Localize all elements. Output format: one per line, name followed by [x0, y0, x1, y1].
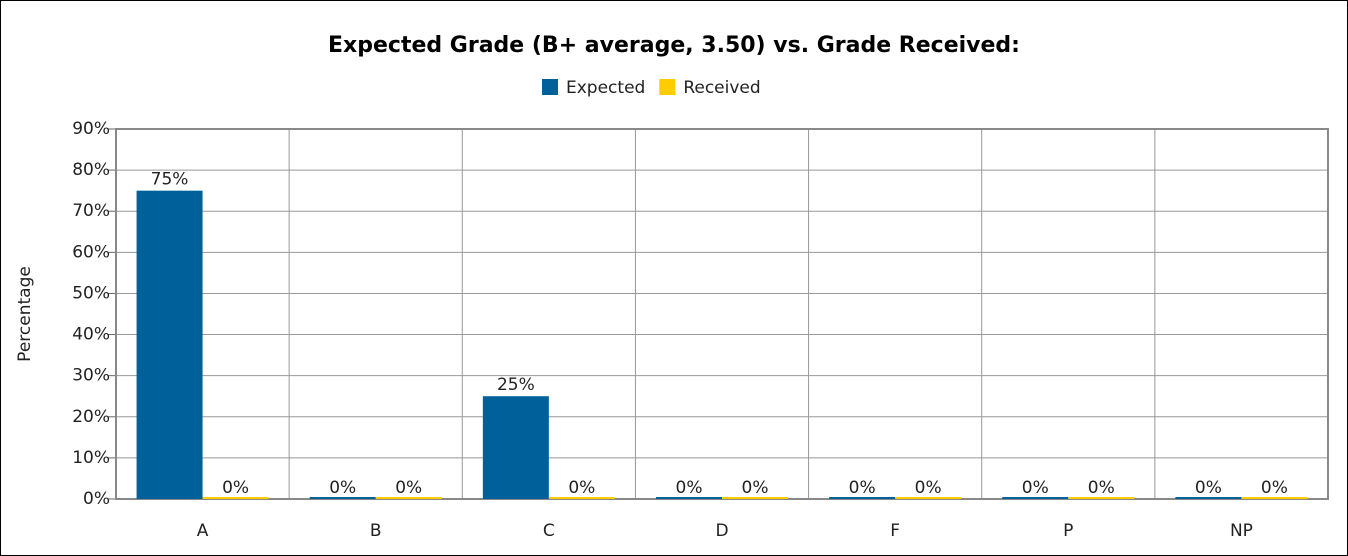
- y-tick-label: 40%: [72, 325, 110, 345]
- legend-label: Expected: [566, 78, 645, 98]
- y-tick-label: 60%: [72, 242, 110, 262]
- data-label: 0%: [1022, 478, 1049, 498]
- data-label: 0%: [676, 478, 703, 498]
- bar: [1002, 497, 1069, 499]
- y-tick-label: 50%: [72, 283, 110, 303]
- bar: [1175, 497, 1242, 499]
- bar: [1241, 497, 1308, 499]
- bar: [202, 497, 269, 499]
- x-tick-label: C: [543, 521, 555, 541]
- data-label: 0%: [849, 478, 876, 498]
- data-label: 0%: [568, 478, 595, 498]
- data-label: 25%: [497, 375, 535, 395]
- data-label: 0%: [742, 478, 769, 498]
- bar: [895, 497, 962, 499]
- legend-swatch: [659, 79, 676, 95]
- bar: [548, 497, 615, 499]
- x-tick-label: B: [370, 521, 382, 541]
- legend-swatch: [542, 79, 558, 95]
- data-label: 0%: [329, 478, 356, 498]
- bar: [482, 396, 549, 499]
- data-label: 0%: [915, 478, 942, 498]
- x-tick-label: F: [890, 521, 900, 541]
- x-tick-label: A: [197, 521, 209, 541]
- data-label: 75%: [151, 170, 189, 190]
- y-tick-label: 90%: [72, 119, 110, 139]
- bar: [375, 497, 442, 499]
- data-label: 0%: [1088, 478, 1115, 498]
- bar: [656, 497, 722, 499]
- bar: [1068, 497, 1135, 499]
- data-label: 0%: [1261, 478, 1288, 498]
- y-tick-label: 20%: [72, 407, 110, 427]
- y-tick-label: 30%: [72, 366, 110, 386]
- x-tick-label: D: [715, 521, 728, 541]
- x-tick-label: P: [1063, 521, 1073, 541]
- bar: [136, 190, 203, 499]
- data-label: 0%: [1195, 478, 1222, 498]
- data-label: 0%: [222, 478, 249, 498]
- bar: [829, 497, 896, 499]
- bar: [722, 497, 788, 499]
- chart-title: Expected Grade (B+ average, 3.50) vs. Gr…: [328, 33, 1020, 58]
- y-axis-label: Percentage: [15, 266, 35, 362]
- y-tick-label: 70%: [72, 201, 110, 221]
- y-tick-label: 0%: [83, 489, 110, 509]
- data-label: 0%: [395, 478, 422, 498]
- legend-label: Received: [683, 78, 760, 98]
- bar: [309, 497, 376, 499]
- y-tick-label: 10%: [72, 448, 110, 468]
- x-tick-label: NP: [1230, 521, 1253, 541]
- y-tick-label: 80%: [72, 160, 110, 180]
